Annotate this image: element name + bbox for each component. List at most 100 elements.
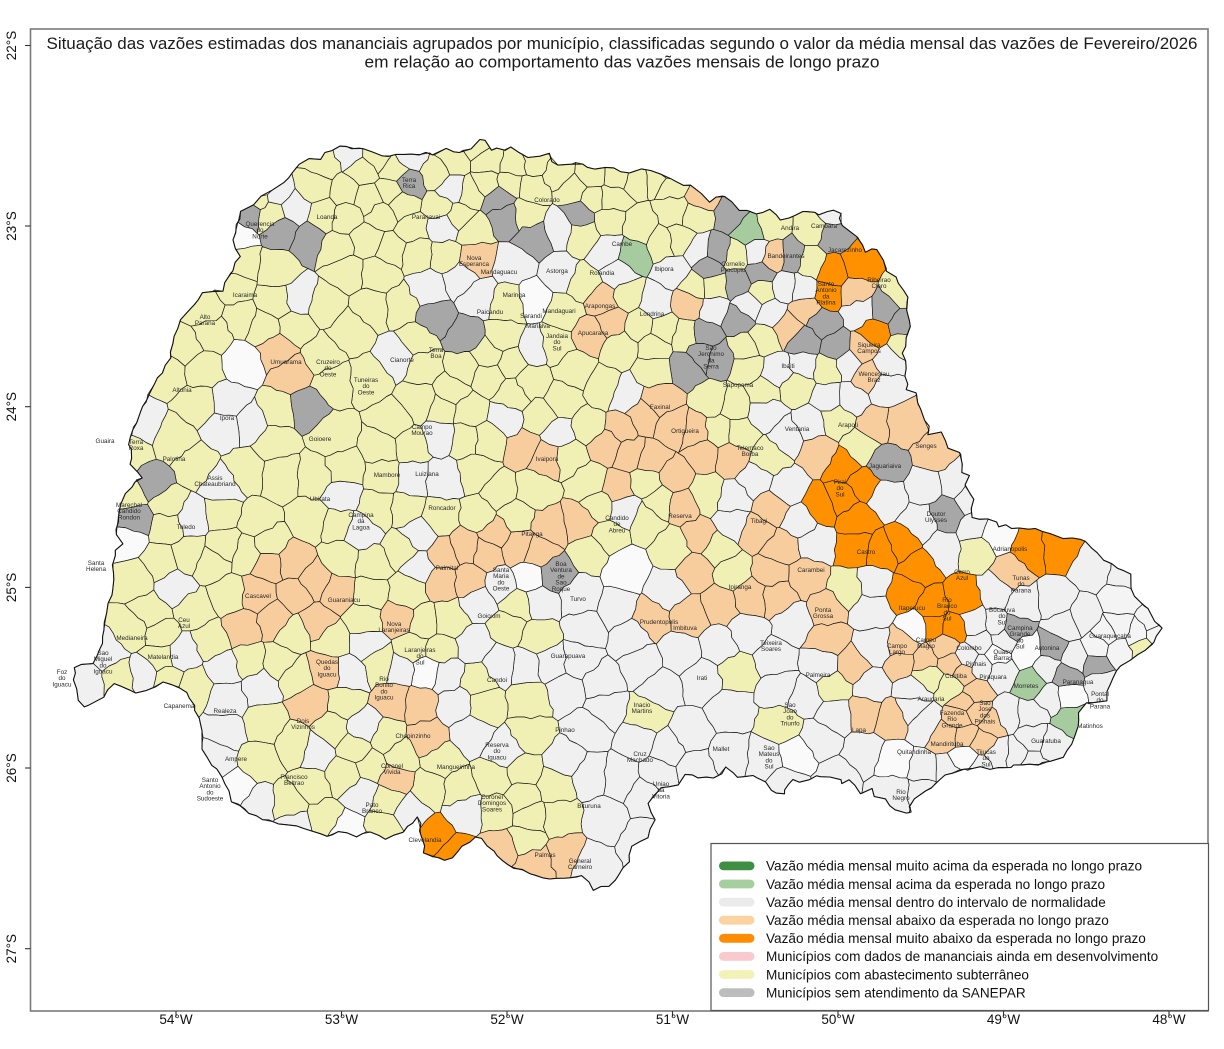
svg-text:Medianeira: Medianeira bbox=[116, 635, 148, 642]
svg-text:Cianorte: Cianorte bbox=[390, 357, 414, 364]
svg-text:Realeza: Realeza bbox=[213, 708, 237, 715]
svg-text:Turvo: Turvo bbox=[570, 596, 586, 603]
svg-text:Paranagua: Paranagua bbox=[1063, 679, 1094, 686]
svg-text:Irati: Irati bbox=[697, 675, 708, 682]
svg-text:Arapongas: Arapongas bbox=[585, 303, 615, 310]
svg-text:54°W: 54°W bbox=[159, 1012, 192, 1027]
svg-text:Senges: Senges bbox=[915, 443, 936, 450]
svg-text:Municípios com dados de mananc: Municípios com dados de mananciais ainda… bbox=[766, 949, 1158, 964]
svg-text:Palmital: Palmital bbox=[436, 565, 458, 572]
svg-text:Ibaiti: Ibaiti bbox=[781, 363, 794, 370]
svg-text:Vazão média mensal acima da es: Vazão média mensal acima da esperada no … bbox=[766, 877, 1105, 892]
svg-text:Araucaria: Araucaria bbox=[918, 696, 945, 703]
svg-text:Palmas: Palmas bbox=[535, 852, 556, 859]
svg-text:Quitandinha: Quitandinha bbox=[897, 749, 931, 756]
svg-text:Carambei: Carambei bbox=[797, 567, 824, 574]
svg-text:Mangueirinha: Mangueirinha bbox=[437, 764, 476, 771]
svg-text:Marialva: Marialva bbox=[526, 323, 550, 330]
svg-text:Bituruna: Bituruna bbox=[577, 803, 601, 810]
svg-text:Castro: Castro bbox=[857, 549, 876, 556]
svg-text:Luiziana: Luiziana bbox=[415, 471, 439, 478]
svg-text:Roncador: Roncador bbox=[428, 505, 455, 512]
svg-text:Londrina: Londrina bbox=[640, 311, 665, 318]
svg-text:Lapa: Lapa bbox=[852, 727, 867, 734]
svg-text:23°S: 23°S bbox=[4, 211, 19, 240]
svg-text:Sapopema: Sapopema bbox=[723, 382, 754, 389]
svg-text:Cambara: Cambara bbox=[811, 223, 837, 230]
svg-text:Antonina: Antonina bbox=[1035, 645, 1060, 652]
svg-text:Pinhao: Pinhao bbox=[555, 727, 575, 734]
svg-text:em relação ao comportamento da: em relação ao comportamento das vazões m… bbox=[365, 54, 880, 72]
svg-text:51°W: 51°W bbox=[656, 1012, 689, 1027]
svg-text:Chopinzinho: Chopinzinho bbox=[395, 733, 431, 740]
svg-text:Palmeira: Palmeira bbox=[806, 672, 831, 679]
svg-text:Clevelandia: Clevelandia bbox=[409, 837, 442, 844]
svg-text:Pitanga: Pitanga bbox=[521, 531, 543, 538]
svg-text:Mandaguari: Mandaguari bbox=[542, 308, 575, 315]
svg-text:Guaratuba: Guaratuba bbox=[1031, 738, 1061, 745]
svg-text:Ipora: Ipora bbox=[220, 415, 235, 422]
svg-text:Ortigueira: Ortigueira bbox=[671, 428, 699, 435]
svg-text:Mallet: Mallet bbox=[713, 746, 730, 753]
svg-text:Candoi: Candoi bbox=[487, 677, 507, 684]
svg-text:Andira: Andira bbox=[781, 225, 800, 232]
svg-text:Prudentopolis: Prudentopolis bbox=[640, 619, 679, 626]
svg-text:Arapoti: Arapoti bbox=[838, 422, 858, 429]
svg-text:Vazão média mensal muito acima: Vazão média mensal muito acima da espera… bbox=[766, 859, 1142, 874]
svg-text:Mandaguacu: Mandaguacu bbox=[481, 269, 518, 276]
svg-text:Faxinal: Faxinal bbox=[650, 404, 670, 411]
svg-text:Ubirata: Ubirata bbox=[310, 496, 331, 503]
svg-text:Loanda: Loanda bbox=[316, 214, 338, 221]
svg-text:Ivaipora: Ivaipora bbox=[536, 456, 559, 463]
svg-text:Morretes: Morretes bbox=[1014, 683, 1039, 690]
svg-text:Reserva: Reserva bbox=[668, 513, 692, 520]
svg-text:26°S: 26°S bbox=[4, 753, 19, 782]
svg-text:Apucarana: Apucarana bbox=[578, 330, 609, 337]
svg-text:Guarapuava: Guarapuava bbox=[551, 653, 586, 660]
svg-text:Colombo: Colombo bbox=[956, 645, 982, 652]
svg-text:Maringa: Maringa bbox=[503, 292, 526, 299]
svg-text:24°S: 24°S bbox=[4, 392, 19, 421]
svg-text:Astorga: Astorga bbox=[546, 268, 568, 275]
svg-text:Adrianopolis: Adrianopolis bbox=[993, 546, 1028, 553]
svg-text:Curitiba: Curitiba bbox=[945, 673, 967, 680]
svg-text:Vazão média mensal abaixo da e: Vazão média mensal abaixo da esperada no… bbox=[766, 913, 1109, 928]
svg-text:Goioere: Goioere bbox=[309, 436, 332, 443]
svg-text:Colorado: Colorado bbox=[534, 197, 560, 204]
svg-text:Paicandu: Paicandu bbox=[477, 309, 504, 316]
svg-text:Paranavai: Paranavai bbox=[412, 214, 440, 221]
svg-text:22°S: 22°S bbox=[4, 31, 19, 60]
svg-text:Cascavel: Cascavel bbox=[245, 593, 271, 600]
svg-text:Jacarezinho: Jacarezinho bbox=[828, 247, 862, 254]
